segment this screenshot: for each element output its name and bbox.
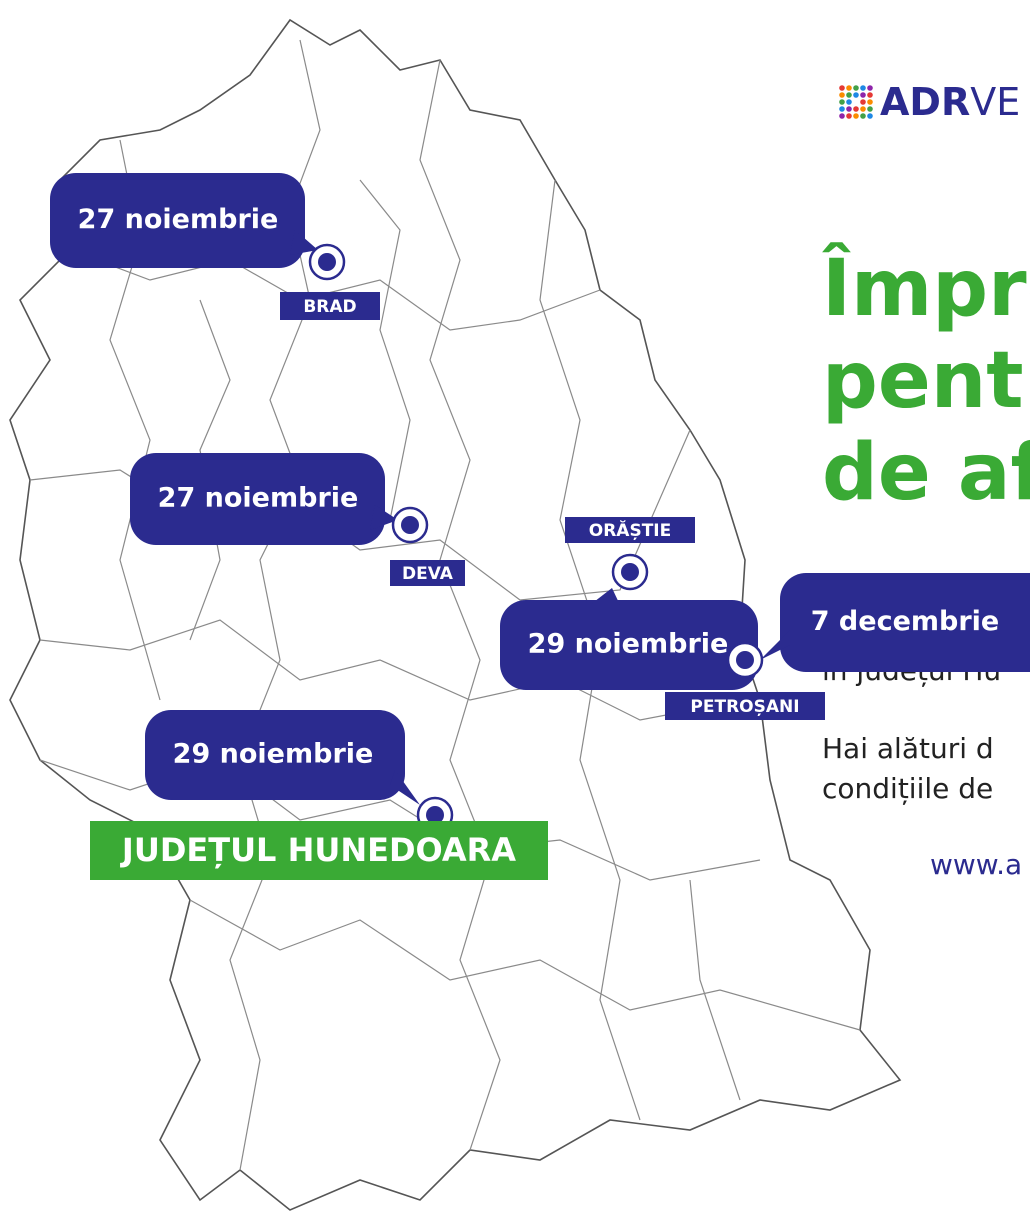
logo-dot	[867, 113, 873, 119]
bubble-tail	[760, 630, 790, 660]
bubble-tail	[590, 588, 620, 605]
headline-line: Împre	[822, 242, 1030, 334]
city-label: BRAD	[303, 297, 356, 317]
logo-dot	[853, 92, 859, 98]
city-box	[390, 560, 465, 586]
logo-dot	[867, 99, 873, 105]
logo-dot	[839, 106, 845, 112]
body-line: condițiile de	[822, 772, 993, 805]
city-box	[280, 292, 380, 320]
logo-dot	[839, 85, 845, 91]
marker-dot	[621, 563, 639, 581]
logo-dot	[867, 106, 873, 112]
marker-dot	[401, 516, 419, 534]
body-line: Hai alături d	[822, 732, 994, 765]
logo-dot	[853, 85, 859, 91]
logo-bold: ADR	[880, 80, 970, 124]
logo-dot	[867, 85, 873, 91]
marker-dot	[426, 806, 444, 824]
headline-line: pentr	[822, 336, 1030, 426]
logo-dot	[846, 85, 852, 91]
marker-dot	[736, 651, 754, 669]
date-bubble	[780, 573, 1030, 672]
city-box	[665, 692, 825, 720]
date-label: 7 decembrie	[811, 606, 1000, 637]
date-label: 27 noiembrie	[158, 483, 359, 514]
logo: ADRVE	[880, 80, 1020, 124]
logo-icon	[839, 85, 873, 119]
logo-light: VE	[970, 80, 1020, 124]
bubble-tail	[290, 230, 318, 255]
logo-dot	[839, 113, 845, 119]
city-label: ORĂȘTIE	[589, 519, 671, 541]
region-box	[90, 821, 548, 880]
logo-dot	[846, 113, 852, 119]
body-text: Hai alături d	[822, 732, 994, 765]
logo-dot	[846, 92, 852, 98]
date-label: 29 noiembrie	[173, 739, 374, 770]
city-label: PETROȘANI	[690, 697, 799, 717]
date-label: 27 noiembrie	[78, 204, 279, 235]
date-bubble	[145, 710, 405, 800]
logo-dot	[860, 92, 866, 98]
logo-dot	[860, 113, 866, 119]
bubble-tail	[390, 770, 420, 805]
logo-dot	[867, 92, 873, 98]
website: www.a	[930, 848, 1022, 881]
date-bubble	[500, 600, 758, 690]
date-bubble	[50, 173, 305, 268]
region-label: JUDEȚUL HUNEDOARA	[120, 831, 516, 869]
logo-dot	[839, 92, 845, 98]
logo-dot	[846, 106, 852, 112]
logo-dot	[860, 85, 866, 91]
logo-dot	[846, 99, 852, 105]
body-text: condițiile de	[822, 772, 993, 805]
date-label: 29 noiembrie	[528, 629, 729, 660]
logo-dot	[853, 106, 859, 112]
logo-dot	[860, 106, 866, 112]
logo-dot	[839, 99, 845, 105]
marker-dot	[318, 253, 336, 271]
headline-line: de afa	[822, 428, 1030, 518]
bubble-tail	[370, 505, 398, 530]
city-box	[565, 517, 695, 543]
logo-dot	[860, 99, 866, 105]
city-label: DEVA	[402, 564, 454, 584]
date-bubble	[130, 453, 385, 545]
logo-dot	[853, 113, 859, 119]
